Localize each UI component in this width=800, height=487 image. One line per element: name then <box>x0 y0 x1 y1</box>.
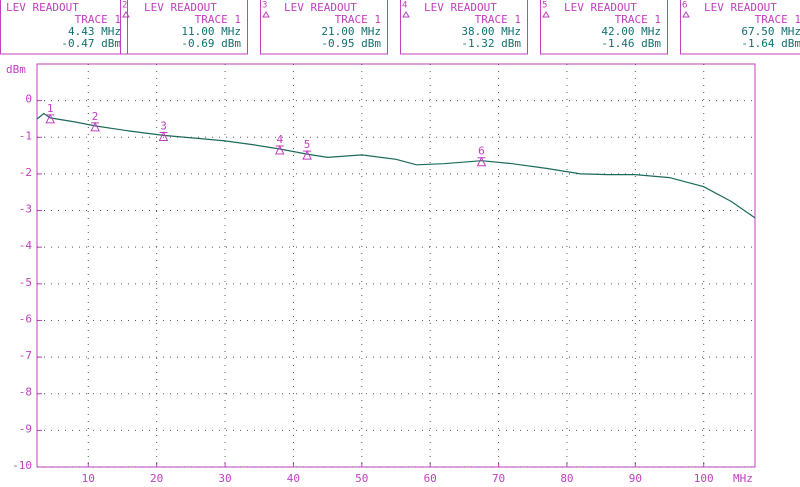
readout-trace: TRACE 1 <box>475 13 521 26</box>
readout-level: -1.46 dBm <box>601 37 661 50</box>
marker-triangle <box>476 156 487 167</box>
y-unit: dBm <box>6 63 26 76</box>
readout-box <box>400 0 528 55</box>
readout-frequency: 21.00 MHz <box>321 25 381 38</box>
marker-triangle <box>158 131 169 141</box>
readout-number: 4 <box>402 1 407 11</box>
readout-title: LEV READOUT <box>564 1 637 14</box>
x-tick-label: 70 <box>492 472 505 485</box>
readout-level: -1.32 dBm <box>461 37 521 50</box>
y-tick-label: 0 <box>25 93 32 106</box>
readout-icon <box>682 11 690 18</box>
x-tick-label: 40 <box>287 472 300 485</box>
trace-line <box>36 112 756 219</box>
marker-number: 2 <box>92 110 99 123</box>
readout-trace: TRACE 1 <box>755 13 800 26</box>
readout-box <box>540 0 668 55</box>
readout-frequency: 67.50 MHz <box>741 25 800 38</box>
readout-trace: TRACE 1 <box>615 13 661 26</box>
readout-frequency: 42.00 MHz <box>601 25 661 38</box>
marker-triangle <box>302 150 312 160</box>
readout-title: LEV READOUT <box>144 1 217 14</box>
readout-icon <box>542 11 550 18</box>
marker-number: 4 <box>276 133 283 146</box>
y-tick-label: -2 <box>19 166 32 179</box>
readout-icon <box>402 11 410 18</box>
y-tick-label: -5 <box>19 276 32 289</box>
x-tick-label: 60 <box>424 472 437 485</box>
readout-title: LEV READOUT <box>704 1 777 14</box>
marker-number: 5 <box>304 138 311 151</box>
marker-number: 1 <box>47 102 54 115</box>
x-tick-label: 10 <box>82 472 95 485</box>
x-tick-label: 30 <box>218 472 231 485</box>
y-tick-label: -8 <box>19 386 32 399</box>
x-tick-label: 100 <box>694 472 714 485</box>
x-tick-label: 50 <box>355 472 368 485</box>
y-tick-label: -3 <box>19 203 32 216</box>
readout-level: -0.69 dBm <box>181 37 241 50</box>
readout-box <box>260 0 388 55</box>
readout-title: LEV READOUT <box>284 1 357 14</box>
y-tick-label: -9 <box>19 422 32 435</box>
marker-triangle <box>45 113 56 124</box>
marker-triangle <box>274 144 285 155</box>
readout-trace: TRACE 1 <box>195 13 241 26</box>
readout-title: LEV READOUT <box>6 1 79 14</box>
readout-level: -0.95 dBm <box>321 37 381 50</box>
marker-triangle <box>90 121 100 132</box>
readout-number: 3 <box>262 1 267 11</box>
readout-frequency: 11.00 MHz <box>181 25 241 38</box>
marker-number: 3 <box>160 119 167 132</box>
y-tick-label: -4 <box>19 239 33 252</box>
readout-icon <box>262 11 270 18</box>
readout-frequency: 4.43 MHz <box>68 25 121 38</box>
readout-box <box>120 0 248 55</box>
readout-frequency: 38.00 MHz <box>461 25 521 38</box>
readout-icon <box>122 11 130 18</box>
readout-box <box>0 0 128 55</box>
readout-title: LEV READOUT <box>424 1 497 14</box>
readout-number: 5 <box>542 1 547 11</box>
y-tick-label: -10 <box>12 459 32 472</box>
x-tick-label: 20 <box>150 472 163 485</box>
readout-number: 6 <box>682 1 687 11</box>
x-tick-label: 90 <box>629 472 642 485</box>
marker-number: 6 <box>478 145 485 158</box>
readout-trace: TRACE 1 <box>75 13 121 26</box>
plot-frame <box>36 63 756 468</box>
readout-level: -0.47 dBm <box>61 37 121 50</box>
y-tick-label: -1 <box>19 129 32 142</box>
readout-level: -1.64 dBm <box>741 37 800 50</box>
y-tick-label: -7 <box>19 349 32 362</box>
x-unit: MHz <box>733 472 753 485</box>
readout-number: 2 <box>122 1 127 11</box>
x-tick-label: 80 <box>560 472 573 485</box>
y-tick-label: -6 <box>19 312 32 325</box>
readout-box <box>680 0 800 55</box>
readout-trace: TRACE 1 <box>335 13 381 26</box>
